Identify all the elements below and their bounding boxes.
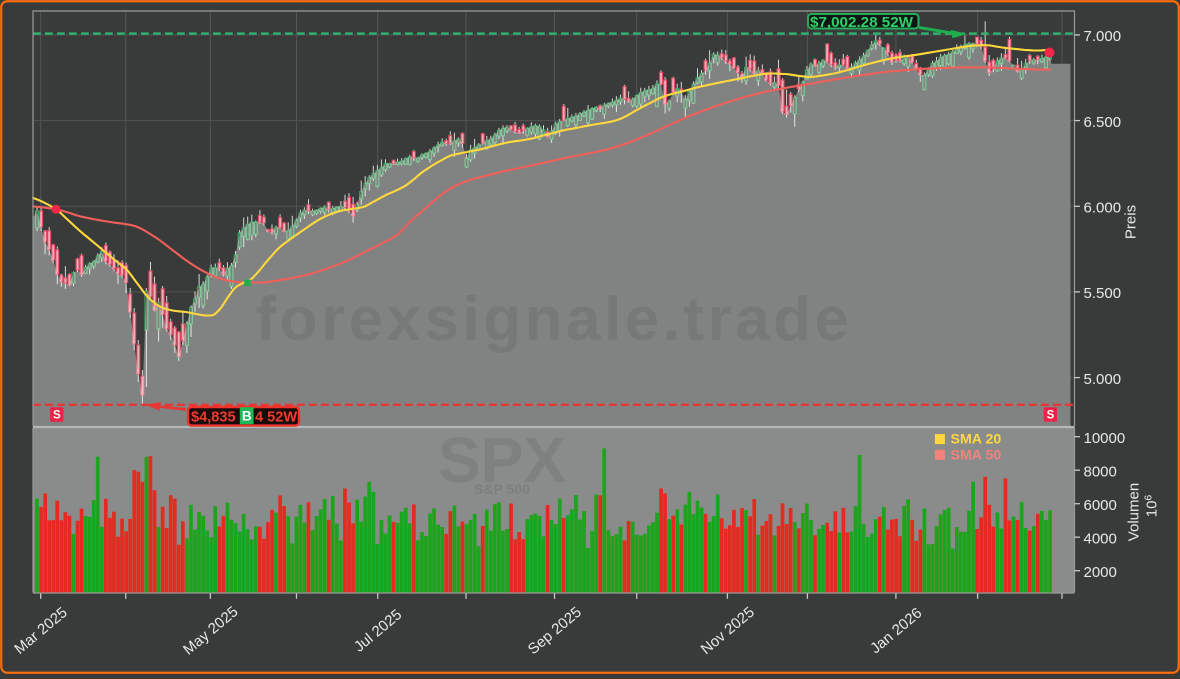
svg-text:8000: 8000 [1084,464,1117,481]
svg-text:$7,002.28 52W: $7,002.28 52W [810,14,914,31]
svg-text:S: S [53,410,61,422]
svg-text:SMA 20: SMA 20 [951,432,1002,448]
svg-text:S&P 500: S&P 500 [474,481,530,497]
svg-text:5.500: 5.500 [1084,285,1122,302]
svg-text:Preis: Preis [1123,205,1140,239]
svg-text:B: B [242,409,252,424]
svg-text:7.000: 7.000 [1084,28,1122,45]
svg-text:SMA 50: SMA 50 [951,447,1002,463]
svg-text:2000: 2000 [1084,564,1117,581]
svg-text:6.500: 6.500 [1084,114,1122,131]
svg-text:5.000: 5.000 [1084,371,1122,388]
svg-text:4 52W: 4 52W [255,409,297,425]
svg-text:6000: 6000 [1084,497,1117,514]
svg-text:forexsignale.trade: forexsignale.trade [255,285,852,354]
svg-text:S: S [1047,410,1055,422]
svg-text:SPX: SPX [438,424,566,496]
svg-text:4000: 4000 [1084,531,1117,548]
svg-text:$4,835: $4,835 [191,409,236,425]
svg-text:10000: 10000 [1084,430,1126,447]
svg-text:Volumen: Volumen [1126,483,1143,541]
svg-text:6.000: 6.000 [1084,200,1122,217]
